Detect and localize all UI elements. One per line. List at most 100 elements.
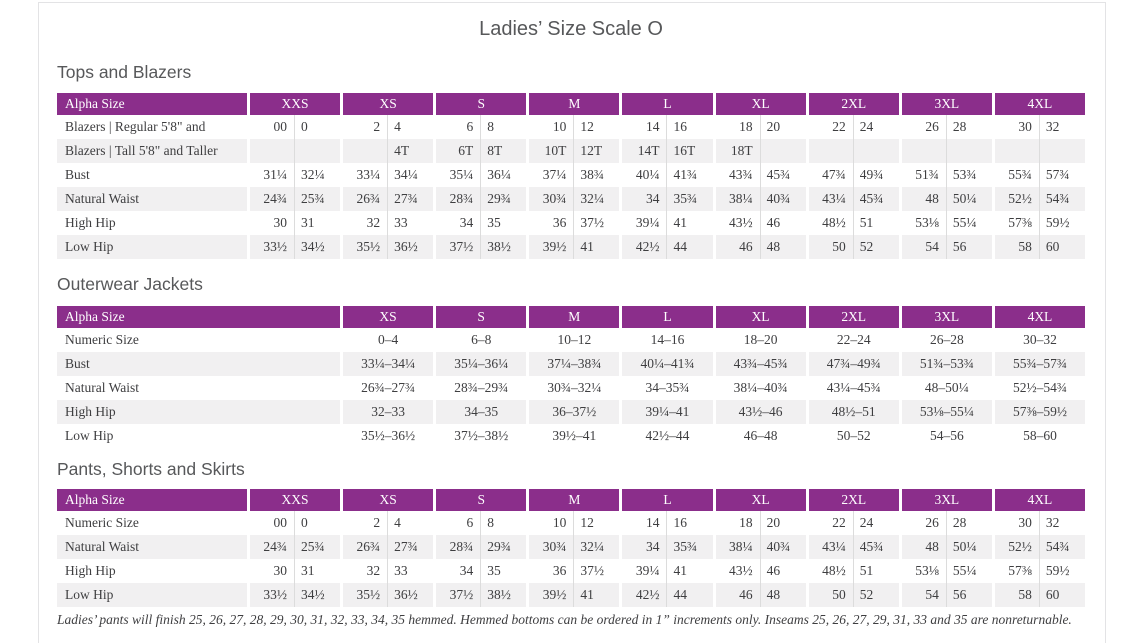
- size-value-xxs-right: 34½: [301, 587, 325, 602]
- size-value-2xl: 22–24: [836, 332, 871, 347]
- table-row-low-hip: Low Hip 33½ 34½ 35½ 36½ 37½ 38½ 39½ 41 42½ 44 46 48 5…: [57, 235, 1085, 259]
- size-value-l-left: 40¼: [622, 163, 668, 187]
- size-cell-l: 34 35¾: [622, 535, 713, 559]
- size-cell-3xl: [901, 139, 992, 163]
- size-cell-2xl: 50 52: [808, 583, 899, 607]
- size-value-2xl-right: [854, 139, 899, 163]
- size-value-3xl: 54–56: [929, 428, 964, 443]
- size-cell-2xl: 43¼ 45¾: [808, 535, 899, 559]
- table-row-blazers-regular-5-8-and-shorter: Blazers | Regular 5'8" and Shorter000246…: [57, 115, 1085, 158]
- size-value-3xl-right: 53¾: [952, 167, 977, 182]
- size-cell-2xl: 43¼–45¾: [809, 376, 899, 400]
- size-value-s: 34–35: [464, 404, 499, 419]
- size-value-xl: 43¾–45¾: [733, 356, 788, 371]
- table-row-natural-waist: Natural Waist 24¾ 25¾ 26¾ 27¾ 28¾ 29¾ 30¾ 32¼ 34 3…: [57, 187, 1085, 211]
- size-value-m-left: 39½: [529, 235, 575, 259]
- size-cell-xxs: 00 0: [250, 115, 340, 139]
- size-value-xxs-right: 25¾: [301, 191, 325, 206]
- size-value-4xl-left: 30: [995, 511, 1040, 535]
- size-cell-4xl: 57⅜ 59½: [995, 559, 1085, 583]
- size-cell-xs: 35½ 36½: [343, 583, 434, 607]
- size-value-s-left: 28¾: [436, 535, 482, 559]
- size-cell-xxs: 24¾ 25¾: [250, 535, 341, 559]
- size-value-3xl-left: 54: [902, 583, 947, 607]
- table-row-high-hip: High Hip 32–33 34–35 36–37½ 39¼–41 43½–46 48½–…: [57, 400, 1085, 424]
- size-value-s-right: 38½: [487, 587, 511, 602]
- size-value-xs-right: 36½: [394, 239, 418, 254]
- group-header-m: M: [529, 306, 620, 328]
- size-value-xs-right: 4: [394, 515, 401, 530]
- size-value-2xl-right: 24: [859, 119, 874, 134]
- size-value-l-left: 42½: [622, 583, 668, 607]
- size-cell-2xl: 22 24: [809, 511, 899, 535]
- size-cell-m: 36 37½: [529, 559, 619, 583]
- group-header-4xl: 4XL: [994, 489, 1085, 511]
- size-cell-l: 14 16: [622, 511, 712, 535]
- size-value-s-right: 35: [487, 215, 501, 230]
- size-value-xl-left: 46: [716, 583, 761, 607]
- size-value-xs-left: [343, 139, 389, 163]
- size-value-2xl: 47¾–49¾: [826, 356, 881, 371]
- size-value-xl-right: 46: [766, 215, 781, 230]
- size-value-3xl-left: 48: [902, 187, 947, 211]
- group-header-2xl: 2XL: [808, 93, 899, 115]
- size-value-xs-right: 36½: [394, 587, 418, 602]
- size-cell-xs: 32 33: [343, 211, 433, 235]
- size-value-xl-right: 20: [766, 515, 781, 530]
- size-value-l-right: 44: [673, 587, 687, 602]
- size-value-l-left: 39¼: [622, 211, 668, 235]
- group-header-4xl: 4XL: [994, 93, 1085, 115]
- size-cell-xl: 18–20: [716, 328, 806, 352]
- size-value-4xl-right: 54¾: [1045, 191, 1070, 206]
- size-cell-xs: 32–33: [343, 400, 434, 424]
- size-value-xs-right: 27¾: [394, 539, 418, 554]
- size-value-xs: 26¾–27¾: [361, 380, 416, 395]
- size-cell-m: 37¼–38¾: [529, 352, 620, 376]
- group-header-3xl: 3XL: [901, 93, 992, 115]
- size-value-l-right: 41: [673, 215, 687, 230]
- size-value-m-right: 32¼: [580, 539, 604, 554]
- size-value-l: 34–35¾: [645, 380, 690, 395]
- size-value-3xl: 51¾–53¾: [919, 356, 974, 371]
- size-value-m-right: 12T: [580, 143, 603, 158]
- size-cell-m: 39½ 41: [529, 583, 620, 607]
- size-cell-4xl: 52½–54¾: [995, 376, 1085, 400]
- table-row-low-hip: Low Hip 33½ 34½ 35½ 36½ 37½ 38½ 39½ 41 42½ 44 46 48 5…: [57, 583, 1085, 607]
- size-value-2xl-left: 47¾: [809, 163, 854, 187]
- size-cell-s: 35¼–36¼: [436, 352, 527, 376]
- size-value-3xl-left: 54: [902, 235, 947, 259]
- size-value-l-right: 41¾: [673, 167, 698, 182]
- size-cell-3xl: 53⅛ 55¼: [902, 211, 992, 235]
- size-value-m-right: 37½: [580, 215, 604, 230]
- size-value-l: 42½–44: [645, 428, 690, 443]
- size-cell-xl: 38¼ 40¾: [715, 535, 806, 559]
- table-row-numeric-size: Numeric Size 00 0 2 4 6 8 10 12 14 16 18 20 22 24 26 28 3…: [57, 511, 1085, 535]
- size-value-4xl-right: 32: [1045, 119, 1060, 134]
- size-value-m-right: 12: [580, 119, 594, 134]
- size-value-4xl-left: 58: [995, 583, 1040, 607]
- row-label-natural-waist: Natural Waist: [57, 535, 247, 559]
- size-value-xl-left: 38¼: [716, 187, 761, 211]
- size-value-xxs-right: [295, 139, 340, 163]
- size-cell-3xl: 51¾–53¾: [901, 352, 992, 376]
- size-value-3xl-left: 26: [902, 115, 947, 139]
- size-value-xl-right: 45¾: [766, 167, 791, 182]
- size-cell-xl: 43¾ 45¾: [716, 163, 806, 187]
- size-value-xs: 32–33: [371, 404, 405, 419]
- size-value-3xl-right: 55¼: [952, 563, 977, 578]
- row-label-low-hip: Low Hip: [57, 235, 247, 259]
- size-value-2xl-left: 48½: [809, 559, 854, 583]
- size-value-s: 28¾–29¾: [454, 380, 509, 395]
- size-value-xxs-right: 31: [301, 215, 315, 230]
- size-value-xs-right: 4: [394, 119, 401, 134]
- size-value-s-right: 8: [487, 119, 495, 134]
- size-value-4xl-left: 52½: [995, 535, 1040, 559]
- size-value-l: 39¼–41: [645, 404, 690, 419]
- size-cell-2xl: 47¾–49¾: [808, 352, 899, 376]
- size-cell-2xl: 48½–51: [808, 400, 899, 424]
- size-cell-4xl: 52½ 54¾: [994, 535, 1085, 559]
- size-value-xxs-right: 32¼: [301, 167, 325, 182]
- size-value-xs: 33¼–34¼: [361, 356, 416, 371]
- size-cell-xs: 35½ 36½: [343, 235, 434, 259]
